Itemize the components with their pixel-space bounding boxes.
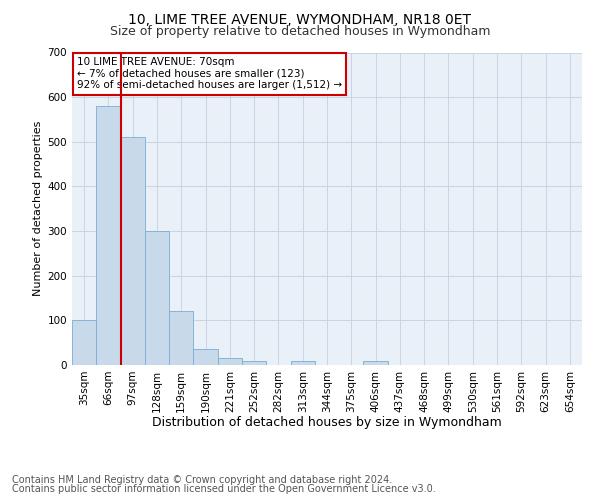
Bar [193, 350, 218, 365]
Text: Contains public sector information licensed under the Open Government Licence v3: Contains public sector information licen… [12, 484, 436, 494]
Bar [218, 358, 242, 365]
Bar [242, 362, 266, 365]
Bar [364, 362, 388, 365]
Y-axis label: Number of detached properties: Number of detached properties [34, 121, 43, 296]
Text: Size of property relative to detached houses in Wymondham: Size of property relative to detached ho… [110, 25, 490, 38]
Bar [145, 231, 169, 365]
Bar [290, 362, 315, 365]
X-axis label: Distribution of detached houses by size in Wymondham: Distribution of detached houses by size … [152, 416, 502, 429]
Bar [169, 312, 193, 365]
Bar [96, 106, 121, 365]
Bar [121, 138, 145, 365]
Text: 10 LIME TREE AVENUE: 70sqm
← 7% of detached houses are smaller (123)
92% of semi: 10 LIME TREE AVENUE: 70sqm ← 7% of detac… [77, 57, 342, 90]
Text: 10, LIME TREE AVENUE, WYMONDHAM, NR18 0ET: 10, LIME TREE AVENUE, WYMONDHAM, NR18 0E… [128, 12, 472, 26]
Bar [72, 320, 96, 365]
Text: Contains HM Land Registry data © Crown copyright and database right 2024.: Contains HM Land Registry data © Crown c… [12, 475, 392, 485]
